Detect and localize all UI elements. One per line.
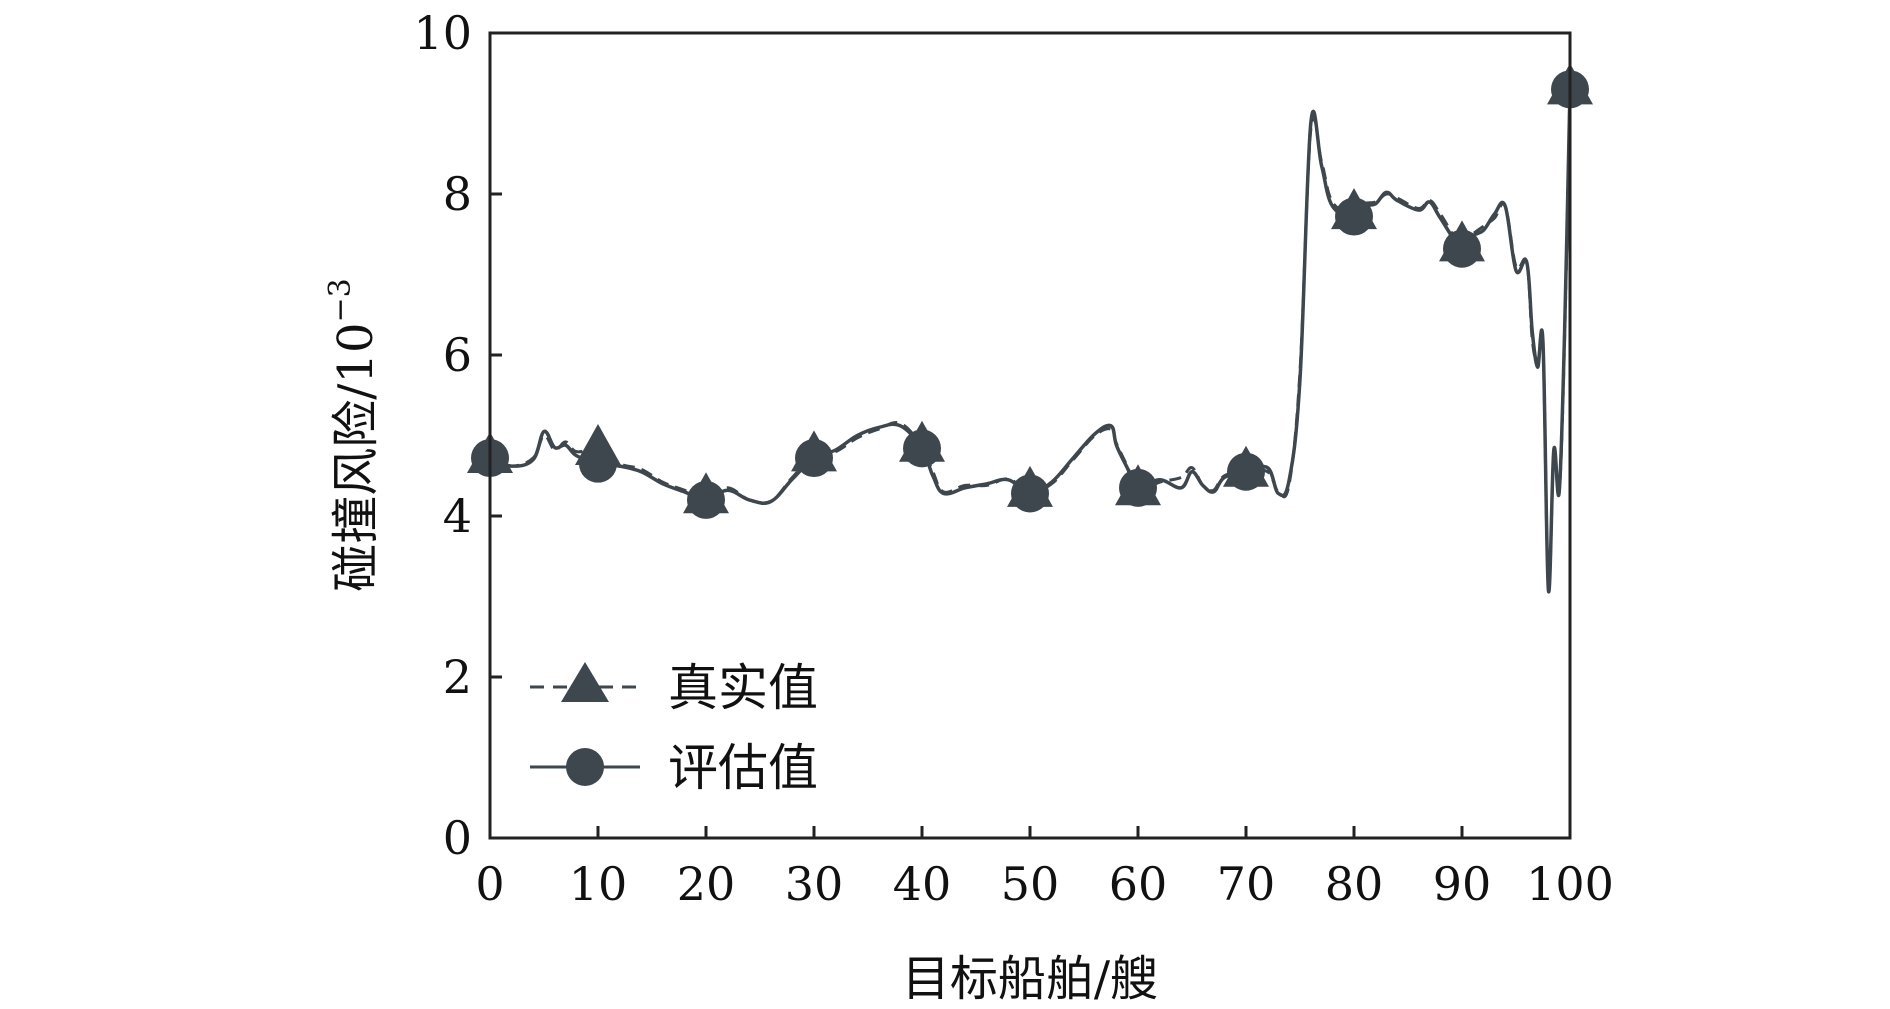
y-tick-label-0: 0 [443,811,472,865]
plot-frame [488,31,1572,840]
axis-tick-labels: 0 10 20 30 40 50 60 70 80 90 100 0 2 4 6 8 10 [413,6,1613,911]
y-tick-label-2: 4 [443,489,472,543]
estimate-value-marker-4 [903,429,941,468]
x-tick-label-6: 60 [1109,857,1168,911]
estimate-value-marker-8 [1335,197,1373,236]
x-tick-label-7: 70 [1217,857,1276,911]
series-estimate-line [489,89,1572,594]
y-axis-title: 碰撞风险/10 [328,322,384,591]
x-tick-label-8: 80 [1325,857,1384,911]
x-tick-label-3: 30 [785,857,844,911]
y-axis-title-exponent: −3 [323,278,358,322]
legend-estimate-label: 评估值 [668,739,818,797]
legend-true-triangle-marker [561,662,609,702]
legend-true-label: 真实值 [668,659,818,717]
legend-estimate-circle-marker [566,748,604,786]
x-axis-title: 目标船舶/艘 [902,951,1158,1007]
estimate-value-marker-5 [1011,474,1049,513]
x-tick-label-5: 50 [1001,857,1060,911]
estimate-value-marker-9 [1443,229,1481,268]
estimate-value-marker-1 [579,444,617,483]
legend: 真实值 评估值 [530,659,818,797]
y-tick-label-3: 6 [443,328,472,382]
x-tick-label-1: 10 [569,857,628,911]
estimate-value-marker-6 [1119,468,1157,507]
plot-series [467,63,1593,594]
estimate-value-marker-2 [687,480,725,519]
x-tick-label-0: 0 [475,857,504,911]
estimate-value-marker-3 [795,439,833,478]
y-axis-title-group: 碰撞风险/10−3 [323,278,384,592]
estimate-value-marker-7 [1227,452,1265,491]
y-tick-label-4: 8 [443,167,472,221]
svg-text:碰撞风险/10−3: 碰撞风险/10−3 [323,278,384,592]
x-tick-label-9: 90 [1433,857,1492,911]
x-tick-label-10: 100 [1526,857,1614,911]
axis-ticks [488,31,1572,840]
y-tick-label-5: 10 [413,6,472,60]
series-true-line [489,89,1572,592]
x-tick-label-2: 20 [677,857,736,911]
y-tick-label-1: 2 [443,650,472,704]
x-tick-label-4: 40 [893,857,952,911]
